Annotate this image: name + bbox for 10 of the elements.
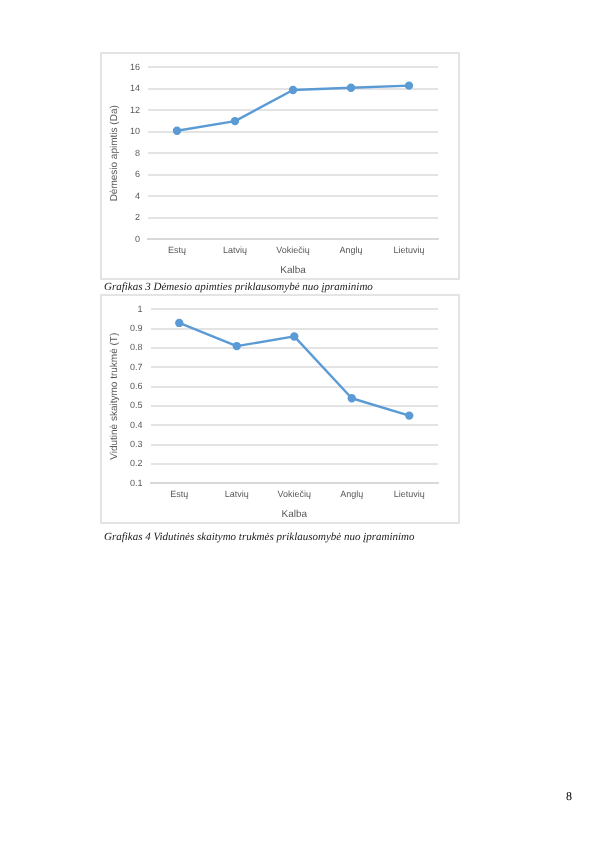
point <box>230 116 240 126</box>
point <box>404 81 414 90</box>
point <box>175 318 184 328</box>
point <box>288 85 298 95</box>
point <box>232 341 241 351</box>
point <box>172 126 182 135</box>
point <box>290 332 299 341</box>
point <box>346 83 356 92</box>
point <box>347 394 356 403</box>
point <box>405 411 414 420</box>
